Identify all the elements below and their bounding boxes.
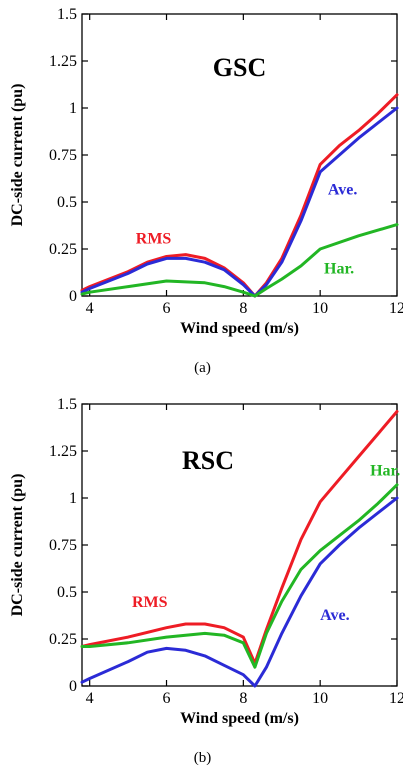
panel-caption: (a) (194, 360, 211, 376)
y-tick-label: 1 (69, 490, 77, 507)
x-tick-label: 4 (86, 300, 94, 317)
x-tick-label: 6 (163, 300, 171, 317)
series-line-ave (80, 106, 399, 298)
y-tick-label: 1.25 (49, 53, 77, 70)
x-axis-label: Wind speed (m/s) (180, 710, 299, 727)
x-tick-label: 12 (389, 690, 403, 707)
x-axis-label: Wind speed (m/s) (180, 320, 299, 337)
series-label: Ave. (328, 181, 357, 198)
x-tick-label: 6 (163, 690, 171, 707)
y-tick-label: 0.5 (57, 584, 77, 601)
panel-title: RSC (182, 446, 234, 475)
series-line-har (80, 223, 399, 298)
x-tick-label: 10 (312, 690, 328, 707)
series-label: Har. (324, 260, 354, 277)
y-tick-label: 0.5 (57, 194, 77, 211)
y-tick-label: 0 (69, 678, 77, 695)
series-label: RMS (132, 594, 168, 611)
series-label: Ave. (320, 607, 349, 624)
x-tick-label: 12 (389, 300, 403, 317)
panel-caption: (b) (194, 750, 212, 766)
x-tick-label: 4 (86, 690, 94, 707)
series-label: Har. (370, 462, 400, 479)
y-tick-label: 0.25 (49, 241, 77, 258)
y-tick-label: 0.75 (49, 147, 77, 164)
series-line-har (80, 483, 399, 669)
y-tick-label: 0.25 (49, 631, 77, 648)
x-tick-label: 8 (239, 690, 247, 707)
y-axis-label: DC-side current (pu) (9, 474, 26, 617)
y-tick-label: 1.5 (57, 396, 77, 413)
panel-title: GSC (213, 53, 266, 82)
y-tick-label: 1.5 (57, 6, 77, 23)
y-tick-label: 1 (69, 100, 77, 117)
series-label: RMS (136, 230, 172, 247)
series-line-ave (80, 496, 399, 688)
y-tick-label: 1.25 (49, 443, 77, 460)
y-tick-label: 0.75 (49, 537, 77, 554)
y-axis-label: DC-side current (pu) (9, 84, 26, 227)
x-tick-label: 10 (312, 300, 328, 317)
x-tick-label: 8 (239, 300, 247, 317)
y-tick-label: 0 (69, 288, 77, 305)
